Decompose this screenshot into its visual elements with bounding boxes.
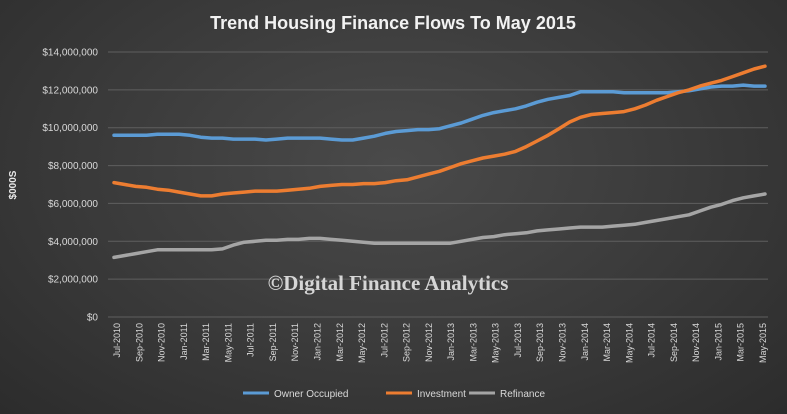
x-tick-label: Mar-2011 [201, 323, 211, 361]
x-tick-label: Sep-2013 [535, 323, 545, 362]
x-tick-label: Sep-2014 [669, 323, 679, 362]
x-tick-label: Jul-2013 [513, 323, 523, 358]
x-tick-label: Jan-2015 [713, 323, 723, 361]
y-tick-label: $0 [87, 313, 99, 324]
watermark: ©Digital Finance Analytics [268, 271, 509, 295]
x-tick-label: Nov-2011 [290, 323, 300, 361]
y-axis-label: $000S [8, 170, 19, 199]
y-tick-label: $8,000,000 [48, 161, 98, 172]
x-tick-label: Sep-2010 [134, 323, 144, 362]
y-tick-label: $4,000,000 [48, 237, 98, 248]
x-axis: Jul-2010 Sep-2010 Nov-2010 Jan-2011 Mar-2011… [112, 323, 768, 363]
y-axis: $0 $2,000,000 $4,000,000 $6,000,000 $8,000,0… [42, 48, 98, 324]
y-tick-label: $6,000,000 [48, 199, 98, 210]
x-tick-label: May-2015 [758, 323, 768, 363]
x-tick-label: May-2012 [357, 323, 367, 363]
legend-label: Investment [417, 389, 466, 400]
x-tick-label: May-2011 [223, 323, 233, 362]
y-tick-label: $14,000,000 [42, 48, 98, 59]
y-tick-label: $12,000,000 [42, 85, 98, 96]
x-tick-label: May-2013 [491, 323, 501, 363]
x-tick-label: Jul-2012 [379, 323, 389, 358]
x-tick-label: Jan-2013 [446, 323, 456, 361]
x-tick-label: Mar-2013 [468, 323, 478, 362]
x-tick-label: Mar-2012 [335, 323, 345, 362]
x-tick-label: Mar-2014 [602, 323, 612, 362]
x-tick-label: May-2014 [624, 323, 634, 363]
legend-label: Refinance [500, 389, 545, 400]
legend: Owner Occupied Investment Refinance [243, 389, 545, 400]
series-line-owner-occupied [112, 83, 767, 142]
series-lines [112, 64, 767, 260]
series-line-investment [112, 64, 767, 198]
x-tick-label: Sep-2012 [402, 323, 412, 362]
x-tick-label: Jul-2010 [112, 323, 122, 358]
x-tick-label: Nov-2010 [157, 323, 167, 362]
x-tick-label: Jan-2014 [580, 323, 590, 361]
y-tick-label: $2,000,000 [48, 275, 98, 286]
x-tick-label: Jan-2011 [179, 323, 189, 360]
x-tick-label: Mar-2015 [736, 323, 746, 362]
x-tick-label: Nov-2013 [558, 323, 568, 362]
legend-label: Owner Occupied [274, 389, 348, 400]
x-tick-label: Nov-2014 [691, 323, 701, 362]
x-tick-label: Jul-2011 [246, 323, 256, 357]
y-tick-label: $10,000,000 [42, 123, 98, 134]
x-tick-label: Sep-2011 [268, 323, 278, 361]
x-tick-label: Nov-2012 [424, 323, 434, 362]
x-tick-label: Jan-2012 [312, 323, 322, 361]
chart-title: Trend Housing Finance Flows To May 2015 [210, 13, 576, 33]
series-line-refinance [112, 192, 767, 260]
x-tick-label: Jul-2014 [647, 323, 657, 358]
